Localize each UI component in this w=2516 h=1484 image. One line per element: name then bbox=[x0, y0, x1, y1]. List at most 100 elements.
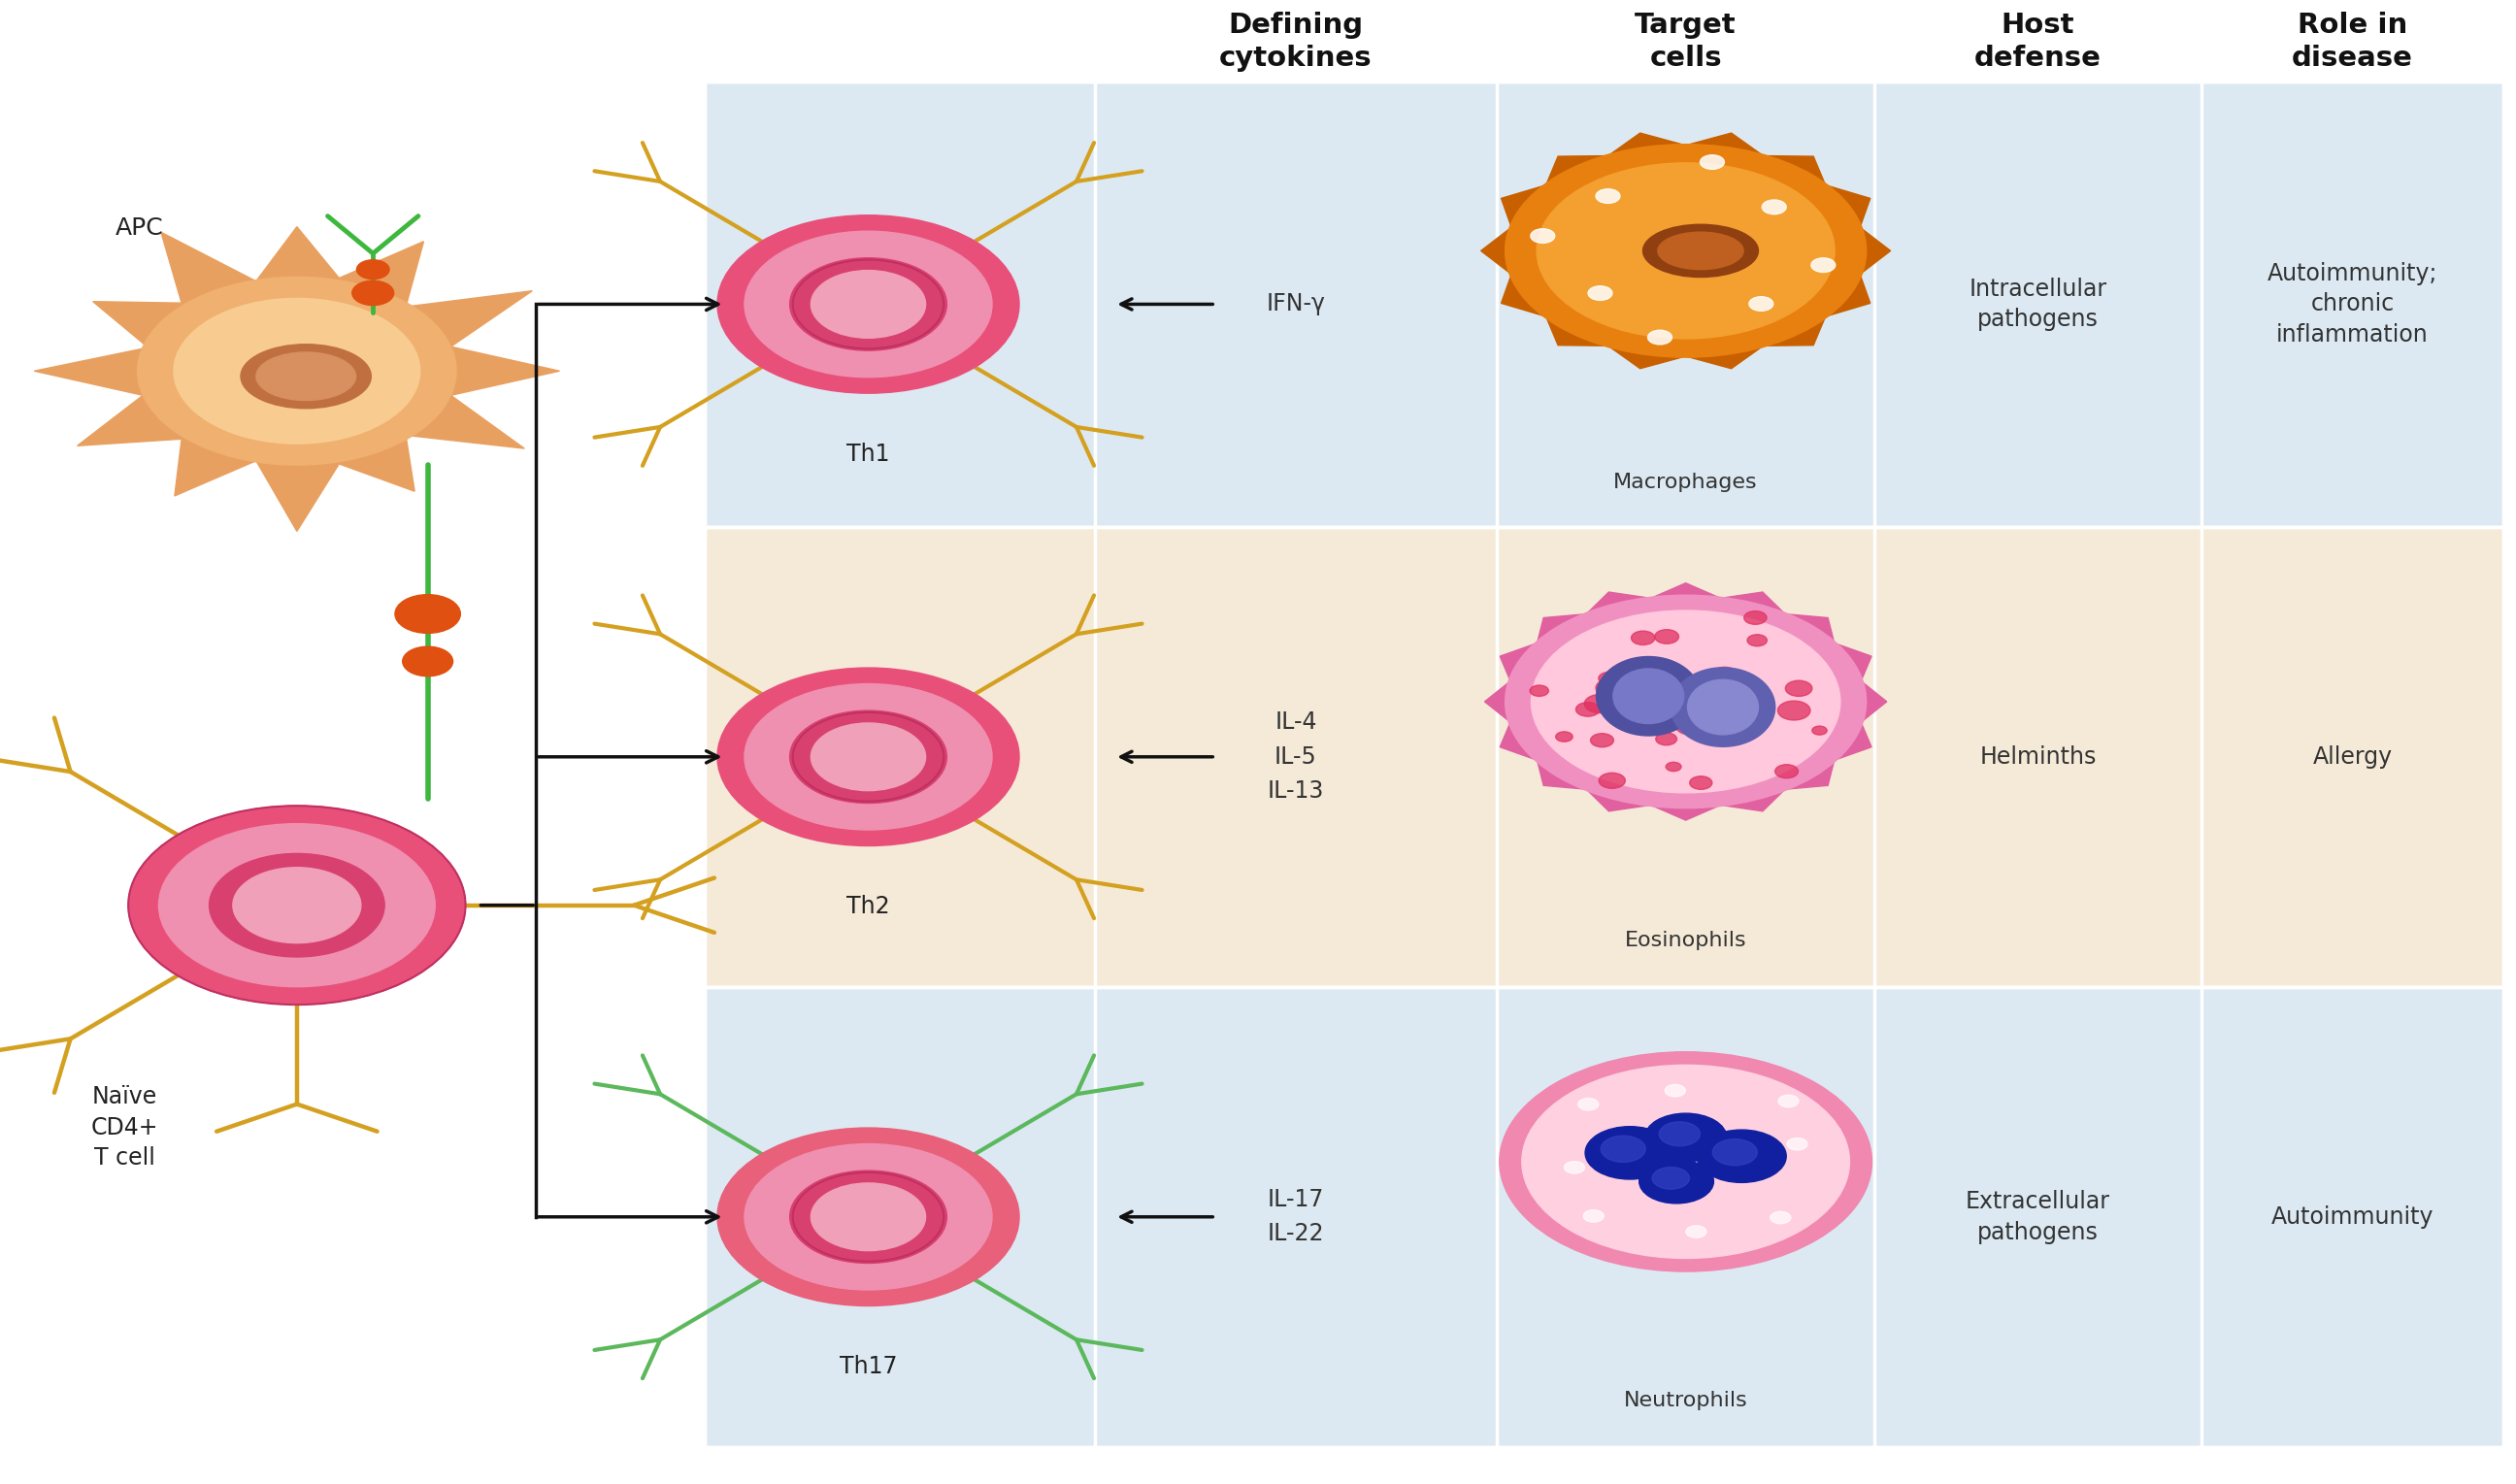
Circle shape bbox=[717, 215, 1019, 393]
Text: Neutrophils: Neutrophils bbox=[1623, 1391, 1749, 1411]
Circle shape bbox=[1650, 695, 1681, 714]
Polygon shape bbox=[1484, 583, 1887, 821]
Circle shape bbox=[790, 1171, 946, 1263]
Circle shape bbox=[790, 711, 946, 803]
Polygon shape bbox=[1482, 134, 1890, 368]
Polygon shape bbox=[35, 227, 559, 531]
Circle shape bbox=[1696, 1129, 1786, 1183]
Circle shape bbox=[1656, 733, 1676, 745]
Circle shape bbox=[1713, 1140, 1756, 1165]
Circle shape bbox=[1588, 286, 1613, 300]
Circle shape bbox=[1645, 1113, 1726, 1162]
Text: Host
defense: Host defense bbox=[1975, 12, 2101, 71]
Circle shape bbox=[1505, 144, 1867, 358]
Circle shape bbox=[790, 258, 946, 350]
Text: Intracellular
pathogens: Intracellular pathogens bbox=[1970, 278, 2106, 331]
Circle shape bbox=[1505, 595, 1867, 809]
Circle shape bbox=[1779, 700, 1812, 720]
Text: Autoimmunity;
chronic
inflammation: Autoimmunity; chronic inflammation bbox=[2267, 261, 2438, 347]
Circle shape bbox=[1688, 700, 1721, 720]
Circle shape bbox=[395, 595, 460, 634]
Circle shape bbox=[1663, 668, 1678, 678]
Circle shape bbox=[1648, 329, 1673, 344]
Circle shape bbox=[1578, 1098, 1598, 1110]
Text: IL-4
IL-5
IL-13: IL-4 IL-5 IL-13 bbox=[1268, 711, 1323, 803]
Circle shape bbox=[403, 647, 453, 677]
Text: Helminths: Helminths bbox=[1980, 745, 2096, 769]
Circle shape bbox=[1555, 732, 1572, 742]
Circle shape bbox=[1595, 188, 1620, 203]
Text: Th17: Th17 bbox=[840, 1355, 898, 1379]
Circle shape bbox=[1774, 764, 1799, 778]
Ellipse shape bbox=[1595, 656, 1701, 736]
Circle shape bbox=[1812, 726, 1827, 735]
Circle shape bbox=[1522, 1066, 1849, 1258]
Ellipse shape bbox=[1613, 669, 1683, 724]
Ellipse shape bbox=[242, 344, 372, 408]
Circle shape bbox=[1537, 163, 1834, 338]
Circle shape bbox=[1701, 154, 1723, 169]
Circle shape bbox=[1666, 763, 1681, 772]
Text: Extracellular
pathogens: Extracellular pathogens bbox=[1965, 1190, 2111, 1244]
Circle shape bbox=[1598, 672, 1620, 684]
Circle shape bbox=[1786, 1138, 1806, 1150]
Circle shape bbox=[1691, 776, 1711, 789]
Circle shape bbox=[1744, 611, 1766, 625]
Text: APC: APC bbox=[116, 217, 164, 239]
Circle shape bbox=[138, 278, 455, 464]
Circle shape bbox=[1598, 773, 1625, 788]
Text: Target
cells: Target cells bbox=[1635, 12, 1736, 71]
Text: Role in
disease: Role in disease bbox=[2292, 12, 2413, 71]
Circle shape bbox=[1565, 1162, 1585, 1174]
Circle shape bbox=[1630, 631, 1656, 646]
Circle shape bbox=[1640, 1159, 1713, 1204]
Circle shape bbox=[1696, 726, 1723, 743]
Circle shape bbox=[1716, 693, 1731, 703]
Circle shape bbox=[352, 280, 395, 306]
Circle shape bbox=[1532, 610, 1839, 792]
Circle shape bbox=[1648, 662, 1668, 674]
Circle shape bbox=[717, 668, 1019, 846]
Circle shape bbox=[209, 853, 385, 957]
Text: IFN-γ: IFN-γ bbox=[1266, 292, 1326, 316]
Text: IL-17
IL-22: IL-17 IL-22 bbox=[1268, 1189, 1323, 1245]
FancyBboxPatch shape bbox=[704, 82, 2503, 527]
Circle shape bbox=[717, 1128, 1019, 1306]
Text: Naïve
CD4+
T cell: Naïve CD4+ T cell bbox=[91, 1085, 159, 1169]
Circle shape bbox=[1746, 635, 1766, 646]
Text: Eosinophils: Eosinophils bbox=[1625, 930, 1746, 951]
Circle shape bbox=[128, 806, 465, 1005]
Circle shape bbox=[1701, 700, 1726, 715]
Ellipse shape bbox=[1688, 680, 1759, 735]
Text: Autoimmunity: Autoimmunity bbox=[2272, 1205, 2433, 1229]
Circle shape bbox=[1575, 702, 1600, 717]
Circle shape bbox=[1583, 1209, 1603, 1221]
Circle shape bbox=[745, 1144, 991, 1290]
Circle shape bbox=[1676, 718, 1706, 735]
Circle shape bbox=[1595, 678, 1630, 697]
Circle shape bbox=[1666, 1085, 1686, 1097]
Circle shape bbox=[810, 1183, 926, 1251]
Text: Th1: Th1 bbox=[848, 442, 891, 466]
Circle shape bbox=[1711, 668, 1739, 683]
Text: Defining
cytokines: Defining cytokines bbox=[1220, 12, 1371, 71]
Ellipse shape bbox=[257, 352, 355, 401]
Circle shape bbox=[1656, 629, 1678, 644]
Circle shape bbox=[810, 270, 926, 338]
Circle shape bbox=[1530, 229, 1555, 243]
Circle shape bbox=[1761, 200, 1786, 214]
Circle shape bbox=[1812, 258, 1834, 272]
Circle shape bbox=[1779, 1095, 1799, 1107]
Circle shape bbox=[357, 260, 390, 279]
Ellipse shape bbox=[1658, 232, 1744, 270]
Circle shape bbox=[1686, 1226, 1706, 1238]
Circle shape bbox=[1500, 1052, 1872, 1272]
Text: Th2: Th2 bbox=[845, 895, 891, 919]
Circle shape bbox=[1653, 1166, 1688, 1189]
Circle shape bbox=[1585, 1126, 1676, 1180]
Circle shape bbox=[1786, 681, 1812, 696]
Circle shape bbox=[234, 868, 360, 942]
Circle shape bbox=[174, 298, 420, 444]
Circle shape bbox=[1656, 695, 1671, 703]
Circle shape bbox=[1600, 1135, 1645, 1162]
